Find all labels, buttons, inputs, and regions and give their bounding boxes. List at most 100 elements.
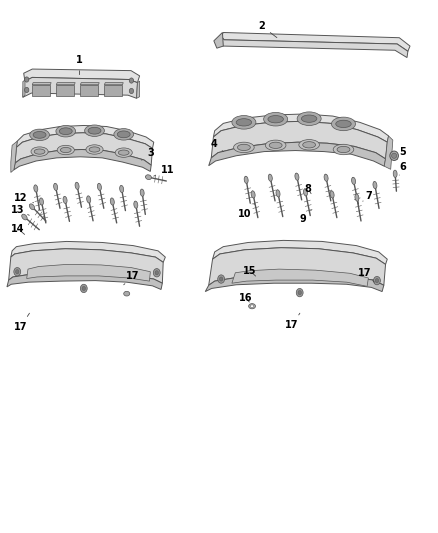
Ellipse shape: [251, 191, 255, 198]
Polygon shape: [212, 240, 387, 264]
Circle shape: [219, 277, 223, 281]
Ellipse shape: [63, 196, 67, 204]
Text: 17: 17: [14, 313, 29, 332]
Text: 11: 11: [154, 165, 174, 176]
Ellipse shape: [336, 120, 351, 127]
Polygon shape: [32, 83, 51, 85]
Ellipse shape: [392, 153, 397, 158]
Polygon shape: [80, 83, 99, 85]
Text: 17: 17: [285, 313, 300, 330]
Polygon shape: [23, 80, 25, 97]
Polygon shape: [16, 125, 154, 149]
Ellipse shape: [249, 304, 255, 309]
Polygon shape: [104, 85, 123, 96]
Ellipse shape: [333, 144, 354, 155]
Circle shape: [129, 78, 134, 83]
Ellipse shape: [268, 116, 283, 123]
Ellipse shape: [97, 183, 102, 190]
Ellipse shape: [268, 174, 272, 181]
Circle shape: [375, 279, 379, 282]
Ellipse shape: [244, 176, 248, 183]
Polygon shape: [7, 273, 162, 289]
Text: 15: 15: [243, 265, 257, 276]
Circle shape: [80, 284, 87, 293]
Ellipse shape: [295, 173, 299, 180]
Ellipse shape: [34, 149, 45, 154]
Ellipse shape: [264, 112, 288, 126]
Text: 3: 3: [141, 148, 154, 160]
Polygon shape: [23, 77, 138, 98]
Ellipse shape: [30, 129, 49, 141]
Ellipse shape: [34, 185, 38, 192]
Text: 5: 5: [397, 147, 406, 159]
Ellipse shape: [56, 125, 76, 137]
Polygon shape: [208, 142, 385, 166]
Ellipse shape: [29, 204, 35, 210]
Ellipse shape: [87, 196, 91, 203]
Ellipse shape: [86, 145, 103, 154]
Polygon shape: [27, 264, 150, 281]
Circle shape: [155, 271, 159, 275]
Circle shape: [374, 277, 380, 285]
Ellipse shape: [53, 183, 58, 190]
Ellipse shape: [232, 116, 256, 129]
Polygon shape: [104, 83, 123, 85]
Ellipse shape: [337, 147, 350, 152]
Text: 2: 2: [258, 21, 277, 38]
Polygon shape: [219, 37, 408, 58]
Circle shape: [296, 288, 303, 297]
Polygon shape: [214, 33, 223, 48]
Circle shape: [82, 286, 85, 290]
Text: 6: 6: [399, 162, 406, 175]
Text: 17: 17: [358, 268, 374, 282]
Ellipse shape: [22, 214, 27, 220]
Circle shape: [25, 77, 29, 82]
Ellipse shape: [265, 140, 286, 150]
Ellipse shape: [115, 148, 132, 157]
Ellipse shape: [236, 119, 251, 126]
Text: 1: 1: [76, 55, 83, 75]
Polygon shape: [208, 248, 385, 285]
Polygon shape: [221, 33, 410, 51]
Ellipse shape: [301, 115, 317, 123]
Ellipse shape: [355, 194, 359, 201]
Text: 7: 7: [363, 191, 373, 201]
Circle shape: [218, 275, 225, 283]
Polygon shape: [232, 269, 368, 286]
Ellipse shape: [297, 112, 321, 125]
Ellipse shape: [33, 132, 46, 138]
Text: 9: 9: [299, 210, 311, 224]
Circle shape: [14, 268, 21, 276]
Ellipse shape: [31, 147, 48, 156]
Ellipse shape: [88, 127, 101, 134]
Ellipse shape: [89, 147, 100, 152]
Ellipse shape: [57, 146, 74, 155]
Ellipse shape: [120, 185, 124, 192]
Text: 14: 14: [11, 224, 25, 235]
Ellipse shape: [251, 305, 254, 308]
Polygon shape: [24, 69, 140, 83]
Polygon shape: [205, 276, 384, 292]
Ellipse shape: [145, 175, 152, 180]
Text: 13: 13: [11, 205, 29, 215]
Ellipse shape: [60, 148, 71, 152]
Ellipse shape: [124, 292, 130, 296]
Polygon shape: [213, 114, 389, 142]
Polygon shape: [32, 85, 50, 96]
Polygon shape: [80, 85, 99, 96]
Polygon shape: [137, 81, 140, 98]
Text: 16: 16: [239, 293, 252, 303]
Ellipse shape: [114, 128, 134, 140]
Ellipse shape: [324, 174, 328, 181]
Text: 12: 12: [14, 192, 34, 203]
Ellipse shape: [330, 191, 334, 198]
Ellipse shape: [75, 182, 79, 189]
Ellipse shape: [276, 190, 280, 197]
Polygon shape: [57, 83, 75, 85]
Polygon shape: [211, 122, 387, 159]
Ellipse shape: [390, 151, 399, 160]
Ellipse shape: [332, 117, 356, 131]
Text: 8: 8: [305, 184, 312, 194]
Ellipse shape: [110, 198, 114, 205]
Circle shape: [298, 290, 301, 295]
